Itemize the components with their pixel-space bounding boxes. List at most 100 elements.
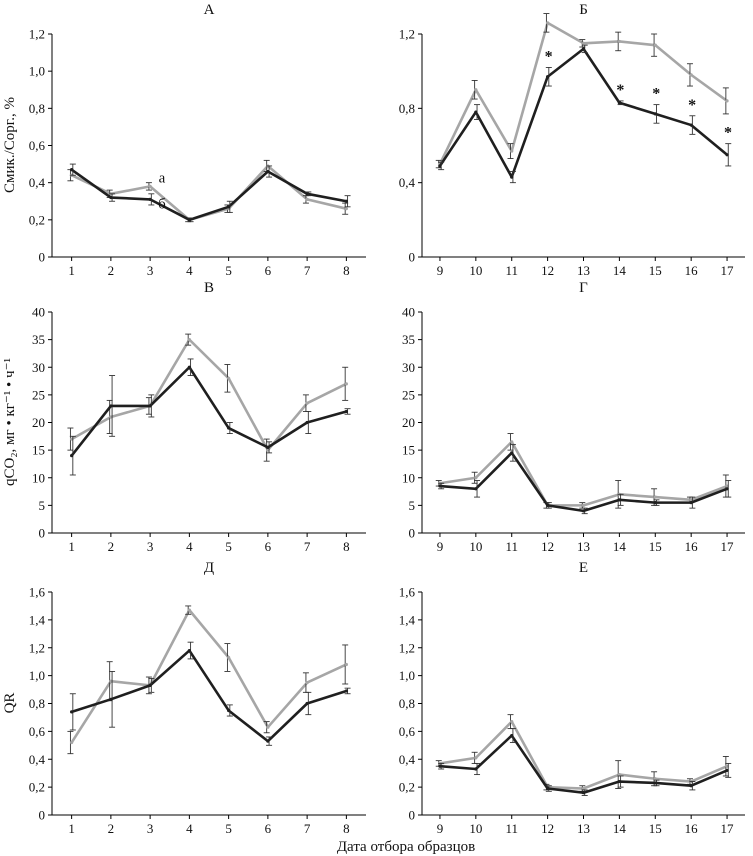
- data-point: [725, 768, 729, 773]
- data-point: [546, 75, 550, 79]
- y-tick-label: 0,8: [29, 696, 45, 711]
- data-point: [725, 99, 729, 103]
- x-tick-label: 2: [108, 263, 115, 278]
- x-tick-label: 7: [304, 263, 311, 278]
- data-point: [305, 680, 309, 685]
- data-point: [689, 784, 693, 788]
- x-tick-label: 4: [186, 539, 193, 554]
- y-tick-label: 1,0: [29, 668, 45, 683]
- x-tick-label: 14: [613, 263, 627, 278]
- data-point: [546, 21, 550, 25]
- y-tick-label: 1,0: [399, 668, 415, 683]
- data-point: [510, 451, 514, 455]
- data-point: [70, 454, 74, 458]
- series-line: [70, 365, 347, 457]
- y-tick-label: 30: [402, 360, 415, 375]
- y-tick-label: 0,2: [29, 780, 45, 795]
- data-point: [344, 199, 348, 203]
- series-line: [70, 338, 347, 452]
- y-tick-label: 1,4: [29, 612, 46, 627]
- data-point: [581, 503, 586, 507]
- data-point: [581, 786, 586, 791]
- series-b: [69, 641, 351, 746]
- data-point: [617, 772, 621, 777]
- data-point: [474, 767, 478, 771]
- y-tick-label: 15: [402, 443, 415, 458]
- y-tick-label: 0: [39, 250, 46, 265]
- x-tick-label: 7: [304, 539, 311, 554]
- data-point: [689, 501, 693, 505]
- x-tick-label: 10: [469, 539, 482, 554]
- data-point: [187, 338, 191, 342]
- data-point: [510, 720, 514, 724]
- data-point: [474, 756, 478, 760]
- data-point: [109, 195, 113, 200]
- y-tick-label: 0,2: [29, 212, 45, 227]
- data-point: [581, 791, 586, 795]
- x-tick-label: 13: [577, 263, 590, 278]
- y-tick-label: 0,4: [29, 752, 46, 767]
- data-point: [546, 786, 550, 791]
- x-tick-label: 16: [685, 539, 699, 554]
- figure-x-axis-title: Дата отбора образцов: [337, 839, 475, 855]
- x-tick-label: 14: [613, 539, 627, 554]
- series-line: [439, 720, 728, 790]
- data-point: [305, 401, 309, 405]
- series-a: [435, 714, 729, 792]
- data-point: [653, 777, 657, 781]
- y-tick-label: 40: [32, 305, 45, 320]
- y-tick-label: 5: [409, 498, 416, 513]
- series-b: [438, 728, 732, 796]
- y-tick-label: 0,2: [399, 780, 415, 795]
- y-tick-label: 15: [32, 443, 45, 458]
- data-point: [653, 501, 657, 505]
- y-tick-label: 0,4: [399, 752, 416, 767]
- y-tick-label: 0: [409, 526, 416, 541]
- y-tick-label: 0,4: [29, 175, 46, 190]
- y-tick-label: 0,6: [399, 724, 416, 739]
- y-axis-title: qCO₂, мг • кг⁻¹ • ч⁻¹: [2, 358, 18, 486]
- data-point: [438, 484, 442, 488]
- data-point: [187, 608, 191, 612]
- data-point: [581, 41, 586, 45]
- data-point: [438, 164, 442, 168]
- data-point: [474, 476, 478, 480]
- panel-a: 0 0,2 0,4 0,6 0,8 1,0 1,2 1 2 3 4 5 6 7 8 А Смик./Сорг.,…: [2, 2, 366, 278]
- data-point: [725, 153, 729, 157]
- series-line: [71, 649, 347, 743]
- significance-star: *: [545, 48, 553, 65]
- y-tick-label: 1,2: [399, 640, 415, 655]
- y-tick-label: 1,0: [29, 64, 45, 79]
- y-tick-label: 1,6: [29, 585, 46, 600]
- data-point: [305, 701, 309, 706]
- x-tick-label: 9: [437, 263, 444, 278]
- data-point: [617, 101, 621, 105]
- x-tick-label: 6: [265, 821, 272, 836]
- y-tick-label: 1,4: [399, 612, 416, 627]
- significance-star: *: [724, 125, 732, 142]
- y-tick-label: 1,2: [29, 640, 45, 655]
- y-tick-label: 0: [39, 526, 46, 541]
- data-point: [617, 498, 621, 502]
- x-tick-label: 8: [343, 821, 350, 836]
- panel-title: Г: [579, 280, 588, 296]
- data-point: [689, 123, 693, 127]
- y-tick-label: 1,2: [29, 27, 45, 42]
- x-tick-label: 2: [108, 821, 115, 836]
- x-tick-label: 17: [721, 539, 735, 554]
- data-point: [266, 725, 270, 729]
- panel-g: 0 5 10 15 20 25 30 35 40 9 10 11 12 13 14 15 16 17 Г: [402, 280, 745, 554]
- data-point: [266, 169, 270, 174]
- series-b: [69, 358, 351, 476]
- data-point: [581, 509, 586, 513]
- data-point: [227, 708, 231, 713]
- x-tick-label: 13: [577, 821, 590, 836]
- x-tick-label: 11: [505, 821, 518, 836]
- y-tick-label: 20: [32, 415, 45, 430]
- data-point: [227, 376, 231, 380]
- data-point: [70, 710, 74, 714]
- x-tick-label: 1: [68, 263, 75, 278]
- data-point: [653, 495, 657, 499]
- data-point: [148, 683, 152, 687]
